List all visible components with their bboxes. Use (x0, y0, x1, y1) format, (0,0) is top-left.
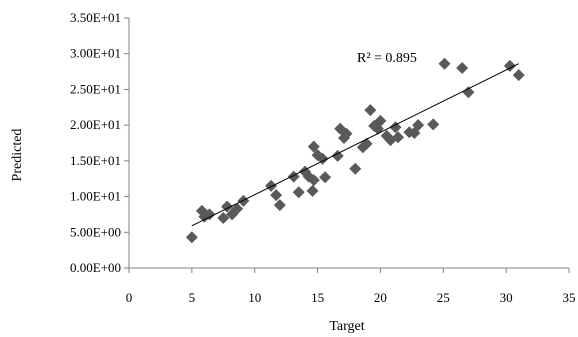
data-point (307, 140, 320, 153)
data-point (231, 202, 244, 215)
y-axis-ticks: 0.00E+00 5.00E+00 1.00E+01 1.50E+01 2.00E+01… (70, 10, 129, 275)
x-tick-label: 10 (248, 290, 261, 305)
x-tick-label: 0 (126, 290, 133, 305)
x-tick-label: 25 (437, 290, 450, 305)
data-point (316, 152, 329, 165)
y-tick-label: 2.00E+01 (70, 117, 121, 132)
data-point (389, 121, 402, 134)
data-point (307, 174, 320, 187)
y-axis-title: Predicted (10, 129, 25, 182)
trendline (191, 63, 519, 227)
data-point (374, 114, 387, 127)
r-squared-annotation: R² = 0.895 (357, 51, 417, 66)
data-point (512, 69, 525, 82)
data-point (364, 104, 377, 117)
x-axis-ticks: 0 5 10 15 20 25 30 35 (126, 268, 576, 305)
data-point (427, 118, 440, 131)
data-point (438, 57, 451, 70)
data-point (270, 189, 283, 202)
y-tick-label: 1.00E+01 (70, 189, 121, 204)
data-point (203, 208, 216, 221)
x-tick-label: 5 (189, 290, 196, 305)
y-tick-label: 5.00E+00 (70, 224, 121, 239)
x-axis-title: Target (329, 319, 364, 334)
data-point (503, 59, 516, 72)
data-point (319, 171, 332, 184)
x-tick-label: 20 (374, 290, 387, 305)
data-point (217, 212, 230, 224)
data-point (306, 184, 319, 197)
data-point (340, 127, 353, 140)
data-point (237, 194, 250, 207)
x-tick-label: 30 (500, 290, 513, 305)
x-tick-label: 35 (563, 290, 576, 305)
data-point (292, 186, 305, 199)
data-point (331, 149, 344, 162)
y-tick-label: 3.00E+01 (70, 46, 121, 61)
data-point (412, 119, 425, 132)
data-point (392, 131, 405, 144)
data-point (456, 62, 469, 74)
y-tick-label: 2.50E+01 (70, 81, 121, 96)
data-point (273, 199, 286, 212)
y-tick-label: 1.50E+01 (70, 153, 121, 168)
data-point (185, 231, 198, 244)
y-tick-label: 0.00E+00 (70, 260, 121, 275)
data-point (287, 170, 300, 183)
data-point (462, 86, 475, 99)
x-tick-label: 15 (311, 290, 324, 305)
y-tick-label: 3.50E+01 (70, 10, 121, 25)
plot-area: 0.00E+00 5.00E+00 1.00E+01 1.50E+01 2.00E+01… (70, 10, 576, 305)
data-point (349, 162, 362, 175)
data-point (265, 179, 278, 192)
